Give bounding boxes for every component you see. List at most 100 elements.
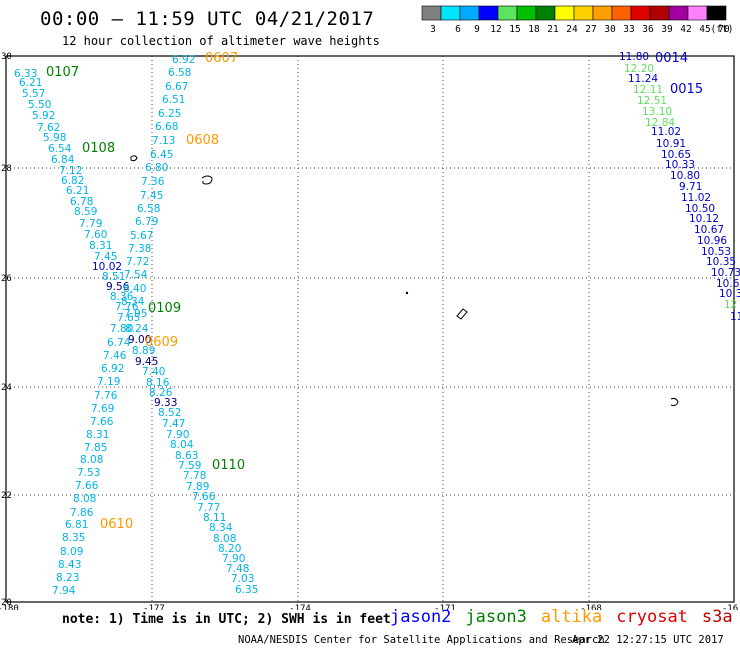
swh-value-label: 7.79 — [79, 218, 102, 230]
swh-value-label: 10.6 — [716, 278, 740, 290]
swh-value-label: 5.92 — [32, 110, 55, 122]
swh-value-label: 6.68 — [155, 121, 178, 133]
swh-value-label: 6.79 — [135, 216, 158, 228]
swh-value-label: 7.60 — [84, 229, 107, 241]
satellite-legend-item: s3a — [701, 607, 733, 627]
color-scale-label: 18 — [528, 24, 540, 35]
swh-value-label: 7.36 — [141, 176, 165, 188]
swh-value-label: 11.02 — [651, 126, 681, 138]
swh-value-label: 10.65 — [661, 149, 691, 161]
color-scale-label: 33 — [623, 24, 634, 35]
color-scale-legend: 3 6 9 12 15 18 21 24 27 30 33 36 39 42 45 70(ft) — [421, 5, 733, 35]
swh-value-label: 6.80 — [145, 162, 168, 174]
satellite-legend-item: jason2 — [390, 607, 452, 627]
pass-time-label: 0609 — [145, 335, 178, 350]
swh-value-label: 7.77 — [197, 502, 220, 514]
color-scale-label: 6 — [455, 24, 461, 35]
swh-value-label: 10.3 — [719, 288, 740, 300]
swh-value-label: 6.51 — [162, 94, 185, 106]
swh-value-label: 13.10 — [642, 106, 672, 118]
color-scale-label: 42 — [680, 24, 691, 35]
color-scale-label: 15 — [509, 24, 520, 35]
color-scale-label: 39 — [661, 24, 673, 35]
swh-value-label: 7.72 — [126, 256, 149, 268]
swh-value-label: 6.54 — [48, 143, 72, 155]
swh-value-label: 9.71 — [679, 181, 702, 193]
pass-time-label: 0110 — [212, 458, 245, 473]
swh-value-label: 7.89 — [186, 481, 209, 493]
color-scale-label: 21 — [547, 24, 559, 35]
swh-value-label: 12.11 — [633, 84, 663, 96]
swh-value-label: 7.69 — [91, 403, 114, 415]
lat-tick-label: 28 — [1, 164, 12, 174]
swh-value-label: 8.36 — [110, 291, 134, 303]
swh-value-label: 6.78 — [70, 196, 93, 208]
color-scale-label: 36 — [642, 24, 654, 35]
satellite-legend-item: cryosat — [616, 607, 688, 627]
color-scale-label: 70 — [718, 24, 730, 35]
swh-value-label: 6.81 — [65, 519, 88, 531]
footer-note: note: 1) Time is in UTC; 2) SWH is in fe… — [62, 612, 391, 627]
swh-value-label: 9.00 — [128, 334, 151, 346]
swh-value-label: 8.08 — [80, 454, 103, 466]
swh-value-label: 7.65 — [117, 312, 140, 324]
swh-value-label: 8.51 — [102, 271, 125, 283]
color-scale-label: 30 — [604, 24, 616, 35]
swh-value-label: 7.66 — [75, 480, 99, 492]
lon-tick-label: -16 — [722, 604, 738, 610]
swh-value-label: 7.54 — [124, 269, 148, 281]
swh-value-label: 6.92 — [172, 54, 195, 66]
swh-value-label: 8.04 — [170, 439, 194, 451]
swh-value-label: 10.33 — [665, 159, 695, 171]
swh-value-label: 7.76 — [115, 301, 139, 313]
swh-value-label: 10.35 — [706, 256, 736, 268]
satellite-legend: jason2 jason3 altika cryosat s3a — [390, 607, 740, 627]
swh-value-label: 5.67 — [130, 230, 153, 242]
swh-value-label: 7.46 — [103, 350, 127, 362]
swh-value-label: 8.34 — [121, 296, 145, 308]
swh-value-label: 11.02 — [681, 192, 711, 204]
swh-value-label: 6.84 — [51, 154, 75, 166]
swh-value-label: 10.50 — [685, 203, 715, 215]
swh-value-label: 9.45 — [135, 356, 158, 368]
swh-value-label: 8.43 — [58, 559, 81, 571]
swh-value-label: 6.21 — [66, 185, 89, 197]
lat-tick-label: 26 — [1, 274, 12, 284]
swh-value-label: 8.09 — [60, 546, 83, 558]
color-scale-label: 9 — [474, 24, 480, 35]
swh-value-label: 10.67 — [694, 224, 724, 236]
swh-value-label: 12 — [724, 299, 737, 311]
page-subtitle: 12 hour collection of altimeter wave hei… — [62, 34, 380, 48]
swh-value-label: 8.20 — [218, 543, 241, 555]
swh-value-label: 5.50 — [28, 99, 51, 111]
swh-value-label: 10.02 — [92, 261, 122, 273]
swh-value-label: 10.53 — [701, 246, 731, 258]
swh-value-label: 7.48 — [226, 563, 249, 575]
swh-value-label: 6.82 — [61, 175, 84, 187]
swh-value-label: 12.51 — [637, 95, 667, 107]
swh-value-label: 10.73 — [711, 267, 740, 279]
pass-time-label: 0610 — [100, 517, 133, 532]
swh-value-label: 7.13 — [152, 135, 175, 147]
swh-value-label: 7.76 — [94, 390, 118, 402]
swh-value-label: 7.90 — [166, 429, 189, 441]
page-title: 00:00 – 11:59 UTC 04/21/2017 — [40, 8, 375, 30]
swh-value-label: 5.57 — [22, 88, 45, 100]
pass-time-label: 0109 — [148, 301, 181, 316]
lat-tick-label: 20 — [1, 598, 12, 608]
swh-value-label: 8.34 — [209, 522, 233, 534]
swh-value-label: 7.03 — [231, 573, 254, 585]
swh-value-label: 6.67 — [165, 81, 188, 93]
swh-value-label: 7.19 — [97, 376, 120, 388]
lat-tick-label: 22 — [1, 491, 12, 501]
pass-time-label: 0014 — [655, 51, 688, 66]
swh-value-label: 7.59 — [178, 460, 201, 472]
lon-tick-label: -171 — [434, 604, 456, 610]
swh-value-label: 12.20 — [624, 63, 654, 75]
swh-value-label: 10.96 — [697, 235, 727, 247]
swh-value-label: 7.78 — [183, 470, 206, 482]
island-dot — [405, 291, 409, 295]
swh-value-label: 10.91 — [656, 138, 686, 150]
swh-value-label: 10.12 — [689, 213, 719, 225]
generated-timestamp: Apr 22 12:27:15 UTC 2017 — [572, 634, 724, 646]
